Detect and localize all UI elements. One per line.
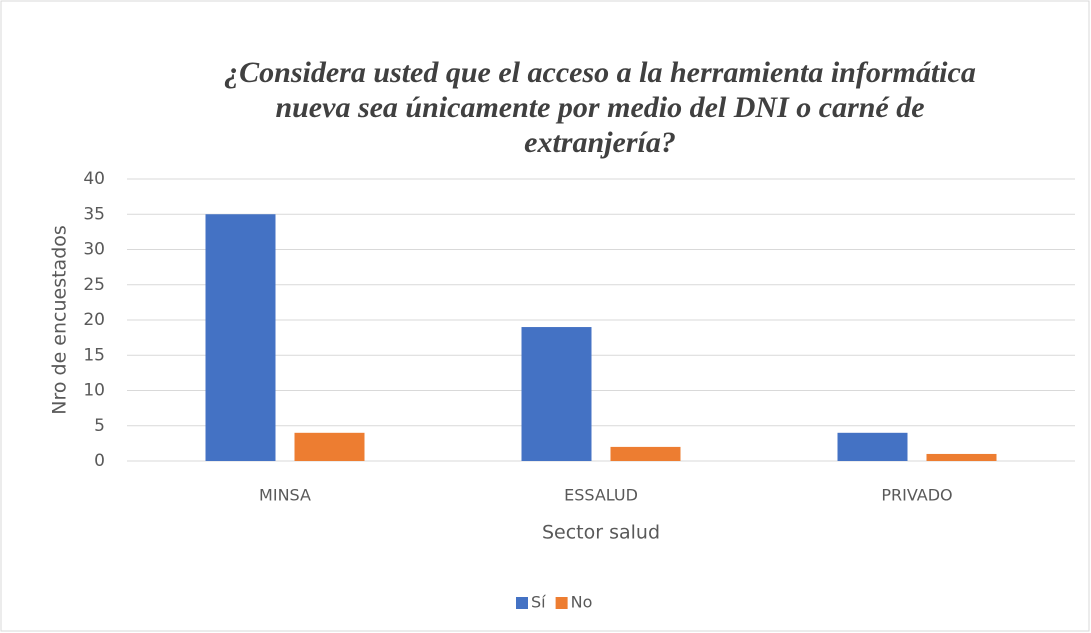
- legend-label: Sí: [531, 593, 546, 612]
- chart-title: ¿Considera usted que el acceso a la herr…: [224, 56, 976, 159]
- y-tick-label: 15: [83, 345, 105, 365]
- legend-swatch: [555, 597, 568, 609]
- y-tick-label: 0: [94, 451, 105, 471]
- bar: [521, 327, 592, 461]
- x-tick-label: MINSA: [259, 486, 311, 505]
- y-tick-label: 30: [83, 240, 105, 260]
- x-tick-label: PRIVADO: [881, 486, 952, 505]
- bar: [294, 432, 365, 461]
- y-tick-label: 5: [94, 416, 105, 436]
- y-tick-label: 25: [83, 275, 105, 295]
- legend-label: No: [571, 593, 593, 612]
- x-axis-label: Sector salud: [542, 522, 660, 544]
- y-axis-label: Nro de encuestados: [49, 225, 71, 415]
- legend-swatch: [516, 597, 528, 609]
- bar: [926, 453, 997, 461]
- bar: [205, 214, 276, 461]
- bar: [610, 446, 681, 461]
- y-tick-label: 40: [83, 169, 105, 189]
- x-tick-label: ESSALUD: [564, 486, 638, 505]
- y-tick-label: 10: [83, 381, 105, 401]
- bar: [837, 432, 908, 461]
- y-tick-label: 20: [83, 310, 105, 330]
- y-tick-label: 35: [83, 204, 105, 224]
